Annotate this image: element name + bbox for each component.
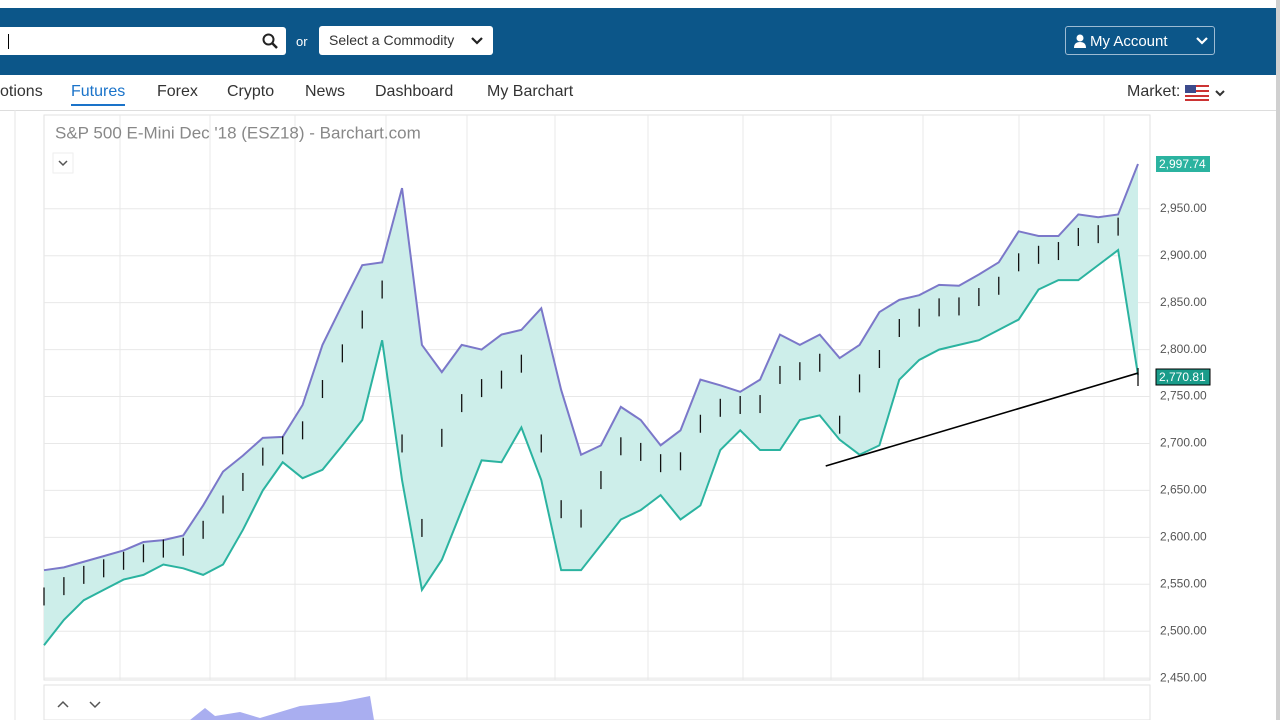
y-tick-label: 2,750.00 [1160, 389, 1207, 403]
nav-bar: otions Futures Forex Crypto News Dashboa… [0, 75, 1276, 111]
y-tick-label: 2,550.00 [1160, 576, 1207, 590]
select-label: Select a Commodity [329, 32, 455, 48]
band-line [43, 248, 1139, 646]
nav-item[interactable]: My Barchart [487, 83, 574, 100]
price-marker [1155, 368, 1211, 386]
commodity-select[interactable]: Select a Commodity [319, 26, 493, 55]
collapse-button[interactable] [52, 152, 74, 174]
market-label: Market: [1127, 83, 1181, 100]
volume-area [190, 696, 374, 720]
nav-item[interactable]: Futures [71, 83, 126, 106]
y-tick-label: 2,600.00 [1160, 530, 1207, 544]
flag-dropdown[interactable] [1185, 85, 1227, 101]
chevron [58, 160, 68, 167]
search-box[interactable] [0, 27, 286, 55]
nav-item[interactable]: Forex [157, 83, 198, 100]
user-icon [1074, 34, 1086, 48]
y-tick-label: 2,900.00 [1160, 248, 1207, 262]
search-icon[interactable] [262, 33, 278, 49]
y-tick-label: 2,800.00 [1160, 342, 1207, 356]
y-tick-label: 2,650.00 [1160, 483, 1207, 497]
chart: S&P 500 E-Mini Dec '18 (ESZ18) - Barchar… [14, 110, 1211, 720]
chart-title: S&P 500 E-Mini Dec '18 (ESZ18) - Barchar… [55, 123, 421, 142]
trend-line [825, 372, 1139, 467]
price-marker-label: 2,770.81 [1159, 370, 1206, 384]
scrollbar[interactable] [1276, 0, 1280, 720]
price-marker [1156, 155, 1210, 172]
panel-arrows[interactable] [57, 700, 101, 709]
nav-item[interactable]: Dashboard [375, 83, 454, 100]
band-fill [44, 163, 1138, 646]
nav-item[interactable]: otions [0, 83, 43, 100]
or-label: or [296, 34, 308, 49]
y-tick-label: 2,500.00 [1160, 623, 1207, 637]
chevron [1196, 37, 1208, 45]
caret [8, 34, 9, 49]
nav-item[interactable]: News [305, 83, 346, 100]
y-tick-label: 2,700.00 [1160, 436, 1207, 450]
nav-item[interactable]: Crypto [227, 83, 275, 100]
y-tick-label: 2,850.00 [1160, 295, 1207, 309]
account-label: My Account [1090, 33, 1168, 50]
account-button[interactable]: My Account [1065, 26, 1215, 55]
band-line [43, 163, 1139, 572]
y-tick-label: 2,950.00 [1160, 201, 1207, 215]
chevron [471, 37, 483, 45]
price-marker-label: 2,997.74 [1159, 157, 1206, 171]
y-tick-label: 2,450.00 [1160, 670, 1207, 684]
header: or Select a Commodity My Account [0, 8, 1280, 75]
